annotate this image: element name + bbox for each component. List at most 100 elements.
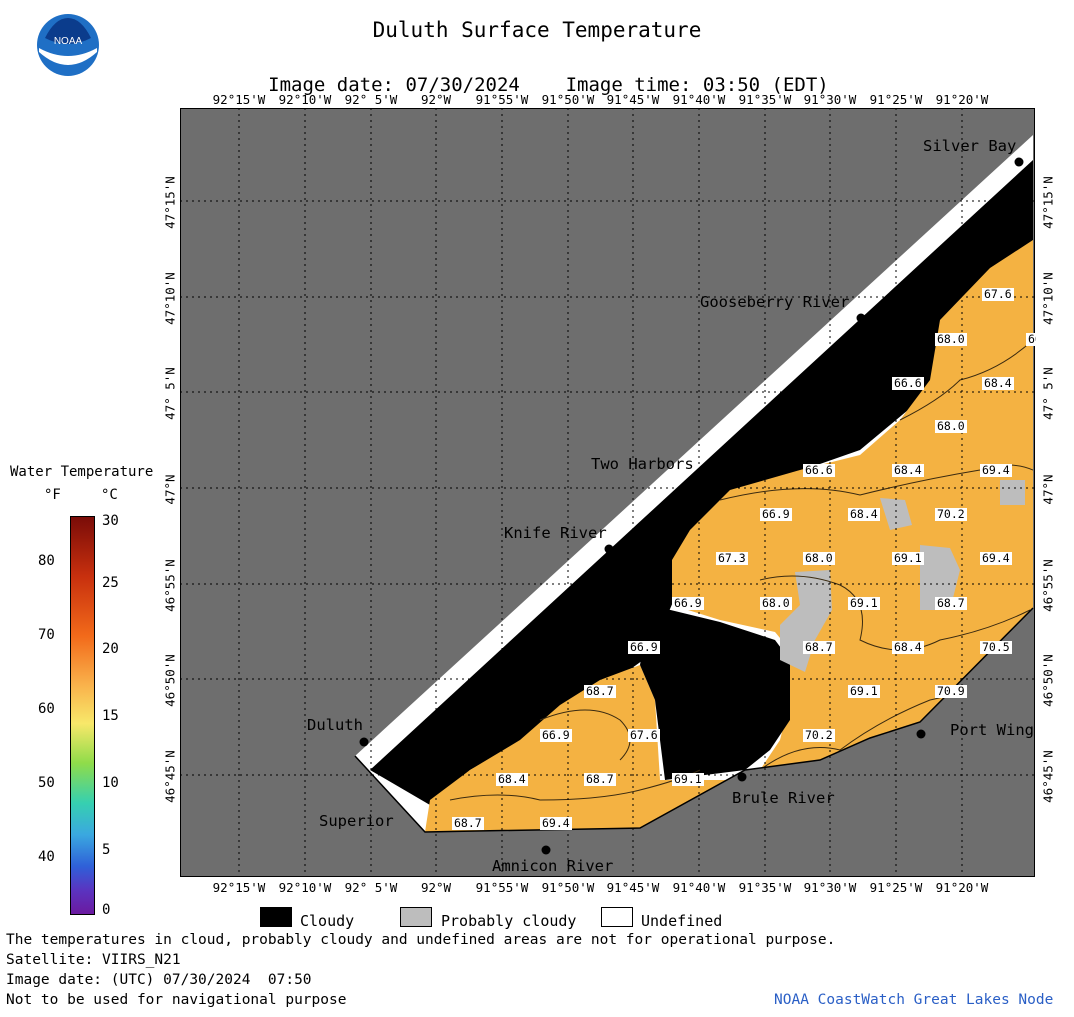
- place-label: Brule River: [732, 789, 835, 807]
- temp-label: 68.7: [452, 816, 484, 830]
- temp-label: 68.7: [935, 596, 967, 610]
- coastline: [354, 607, 1034, 833]
- colorbar-unit-f: °F: [44, 487, 61, 503]
- temp-label: 68.0: [935, 332, 967, 346]
- temp-label: 66.9: [672, 596, 704, 610]
- legend-label-probably-cloudy: Probably cloudy: [441, 912, 577, 930]
- temp-label: 68.4: [496, 772, 528, 786]
- image-time: Image time: 03:50 (EDT): [565, 74, 829, 96]
- lat-label: 46°55'N: [1040, 559, 1056, 612]
- place-label: Knife River: [504, 524, 607, 542]
- colorbar-tick-c: 5: [102, 842, 111, 858]
- place-label: Port Wing: [950, 721, 1034, 739]
- colorbar-tick-c: 20: [102, 641, 119, 657]
- colorbar-tick-f: 60: [38, 701, 55, 717]
- cloud-band: [370, 160, 1033, 805]
- lon-label: 91°40'W: [672, 880, 726, 895]
- temp-label: 66.6: [803, 463, 835, 477]
- lon-label: 92° 5'W: [344, 880, 398, 895]
- lat-label: 47° 5'N: [162, 367, 178, 420]
- temp-label: 68.4: [848, 507, 880, 521]
- noaa-logo: NOAA: [37, 14, 99, 76]
- lon-label: 92°W: [420, 92, 452, 107]
- isotherm-line: [759, 575, 1031, 651]
- place-dot: [541, 845, 551, 855]
- footer-navigation-warning: Not to be used for navigational purpose: [6, 992, 347, 1008]
- lon-label: 91°30'W: [803, 92, 857, 107]
- probably-cloudy-patch: [920, 545, 960, 610]
- colorbar-tick-f: 50: [38, 775, 55, 791]
- lat-label: 46°50'N: [162, 654, 178, 707]
- lon-label: 92°15'W: [212, 880, 266, 895]
- lon-label: 91°25'W: [869, 880, 923, 895]
- colorbar-unit-c: °C: [101, 487, 118, 503]
- lat-label: 47°15'N: [162, 176, 178, 229]
- lon-label: 92° 5'W: [344, 92, 398, 107]
- lon-label: 91°55'W: [475, 880, 529, 895]
- place-dot: [706, 473, 716, 483]
- probably-cloudy-patch: [880, 498, 912, 530]
- footer-utc-date: Image date: (UTC) 07/30/2024 07:50: [6, 972, 312, 988]
- isotherm-line: [449, 769, 701, 801]
- colorbar-tick-c: 30: [102, 513, 119, 529]
- temp-label: 66.9: [540, 728, 572, 742]
- isotherm-line: [539, 709, 631, 761]
- lat-label: 46°45'N: [162, 750, 178, 803]
- temp-label: 66.6: [892, 376, 924, 390]
- place-label: Superior: [319, 812, 394, 830]
- colorbar-tick-f: 40: [38, 849, 55, 865]
- temp-label: 68.4: [892, 640, 924, 654]
- footer-disclaimer: The temperatures in cloud, probably clou…: [6, 932, 836, 948]
- place-label: Amnicon River: [492, 857, 614, 875]
- probably-cloudy-patch: [780, 570, 832, 672]
- temp-label: 68.4: [892, 463, 924, 477]
- place-dot: [359, 737, 369, 747]
- temp-label: 66.9: [628, 640, 660, 654]
- lon-label: 91°40'W: [672, 92, 726, 107]
- temp-label: 66.9: [760, 507, 792, 521]
- place-dot: [856, 313, 866, 323]
- lon-label: 91°25'W: [869, 92, 923, 107]
- lon-label: 91°35'W: [738, 92, 792, 107]
- temp-label: 68.0: [935, 419, 967, 433]
- image-date: Image date: 07/30/2024: [268, 74, 520, 96]
- colorbar-tick-c: 15: [102, 708, 119, 724]
- place-markers: [359, 157, 1024, 855]
- temp-label: 68.7: [584, 772, 616, 786]
- temp-label: 68.7: [584, 684, 616, 698]
- lat-label: 47°N: [162, 474, 178, 505]
- temp-label: 68.4: [982, 376, 1014, 390]
- lon-label: 91°20'W: [935, 880, 989, 895]
- place-label: Duluth: [307, 716, 363, 734]
- lat-label: 46°50'N: [1040, 654, 1056, 707]
- place-dot: [1014, 157, 1024, 167]
- footer-satellite: Satellite: VIIRS_N21: [6, 952, 181, 968]
- temp-label: 69.4: [980, 463, 1012, 477]
- footer-credit: NOAA CoastWatch Great Lakes Node: [774, 992, 1054, 1008]
- lat-label: 47°15'N: [1040, 176, 1056, 229]
- temp-label: 70.9: [935, 684, 967, 698]
- lon-label: 92°15'W: [212, 92, 266, 107]
- lon-label: 92°10'W: [278, 92, 332, 107]
- water-southwest: [425, 665, 745, 832]
- lat-label: 47°10'N: [162, 272, 178, 325]
- place-dot: [737, 772, 747, 782]
- temp-label: 70.2: [803, 728, 835, 742]
- legend-swatch-probably-cloudy: [400, 907, 432, 927]
- legend-swatch-undefined: [601, 907, 633, 927]
- place-label: Two Harbors: [591, 455, 694, 473]
- lat-label: 47° 5'N: [1040, 367, 1056, 420]
- lon-label: 91°50'W: [541, 92, 595, 107]
- temp-label: 67.6: [628, 728, 660, 742]
- lon-label: 91°45'W: [606, 92, 660, 107]
- temp-label: 69.4: [980, 551, 1012, 565]
- colorbar-tick-f: 80: [38, 553, 55, 569]
- cloud-block: [640, 605, 790, 780]
- place-dot: [604, 544, 614, 554]
- temperature-map: [180, 108, 1035, 877]
- temp-label: 68.7: [803, 640, 835, 654]
- temp-label: 69.1: [672, 772, 704, 786]
- lat-label: 47°N: [1040, 474, 1056, 505]
- svg-text:NOAA: NOAA: [54, 36, 83, 47]
- colorbar-tick-c: 0: [102, 902, 111, 918]
